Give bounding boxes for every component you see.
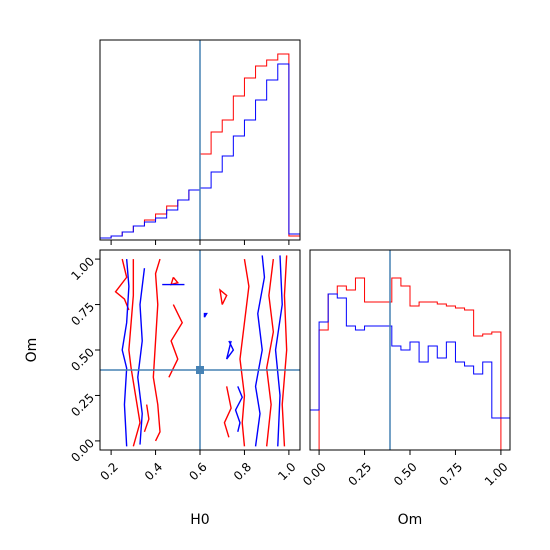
x-tick-label: 0.6 (186, 460, 209, 483)
x-tick-label: 0.00 (300, 460, 329, 489)
contour-line-red-1 (152, 258, 161, 442)
truth-marker (196, 366, 204, 374)
om-marginal-panel: 0.00 0.25 0.50 0.75 1.00 (300, 249, 511, 489)
x-tick-label: 0.50 (391, 460, 420, 489)
contour-line-blue-18 (225, 340, 235, 360)
contour-line-blue-12 (137, 268, 146, 445)
contour-line-blue-16 (274, 255, 283, 447)
histogram-series-red (310, 277, 510, 450)
x-tick-label: 0.8 (231, 460, 254, 483)
contour-line-red-4 (143, 404, 150, 433)
contour-line-blue-15 (254, 255, 266, 447)
contour-line-red-9 (219, 288, 228, 305)
contour-line-red-3 (168, 304, 184, 378)
y-axis-label-om: Om (24, 338, 40, 363)
contour-line-red-0 (128, 259, 141, 447)
contour-line-red-8 (281, 255, 288, 447)
h0-marginal-panel (99, 39, 301, 245)
contour-line-red-2 (114, 258, 130, 311)
y-tick-label: 0.00 (68, 436, 97, 465)
contour-line-blue-17 (234, 386, 243, 432)
contour-line-red-10 (223, 386, 232, 438)
plot-area (310, 250, 510, 450)
plot-area (100, 40, 300, 240)
x-tick-label: 0.2 (97, 460, 120, 483)
x-axis-label-h0: H0 (190, 512, 209, 528)
y-tick-label: 1.00 (68, 254, 97, 283)
y-tick-label: 0.75 (68, 300, 97, 329)
x-axis-label-om: Om (398, 512, 423, 528)
y-tick-label: 0.25 (68, 391, 97, 420)
plot-area (100, 250, 300, 450)
contour-line-red-6 (239, 258, 250, 447)
contour-line-blue-14 (203, 312, 208, 318)
contour-line-blue-11 (121, 259, 130, 447)
x-tick-label: 1.00 (482, 460, 511, 489)
x-tick-label: 1.0 (275, 460, 298, 483)
x-tick-label: 0.4 (142, 460, 165, 483)
contour-line-red-5 (170, 276, 180, 286)
contour-line-red-7 (265, 259, 275, 447)
x-tick-label: 0.75 (436, 460, 465, 489)
y-tick-label: 0.50 (68, 345, 97, 374)
x-tick-label: 0.25 (346, 460, 375, 489)
h0-om-contour-panel: 0.2 0.4 0.6 0.8 1.0 0.00 0.25 0.50 0.75 1.00 (68, 249, 301, 483)
histogram-series-blue (310, 293, 510, 450)
